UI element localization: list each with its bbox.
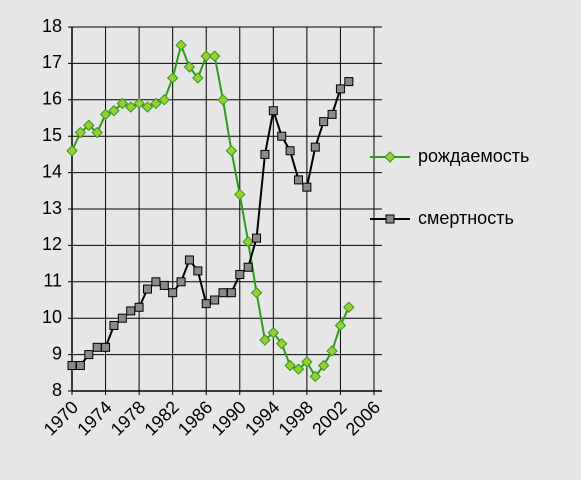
marker <box>276 337 288 350</box>
marker <box>259 334 271 346</box>
marker <box>74 126 87 139</box>
marker <box>133 97 145 110</box>
marker <box>141 101 154 113</box>
marker <box>108 105 120 117</box>
marker <box>208 50 221 62</box>
marker <box>217 94 229 106</box>
marker <box>319 117 329 127</box>
marker <box>309 370 321 383</box>
marker <box>334 319 347 332</box>
y-tick-label: 13 <box>42 198 62 218</box>
marker <box>344 77 354 87</box>
marker <box>116 97 129 110</box>
marker <box>91 126 103 139</box>
marker <box>83 119 95 131</box>
y-tick-label: 18 <box>42 16 62 36</box>
marker <box>143 284 152 294</box>
marker <box>327 109 337 119</box>
marker <box>109 320 119 330</box>
marker <box>225 145 238 157</box>
marker <box>193 266 203 276</box>
marker <box>134 302 144 312</box>
marker <box>159 280 169 290</box>
y-tick-label: 15 <box>42 125 62 145</box>
marker <box>284 359 296 372</box>
marker <box>285 146 295 156</box>
marker <box>84 350 94 360</box>
marker <box>150 97 162 110</box>
marker <box>66 145 78 157</box>
y-tick-label: 11 <box>43 271 62 291</box>
marker <box>301 356 313 368</box>
legend-label: рождаемость <box>418 146 529 166</box>
marker <box>99 108 112 121</box>
marker <box>226 288 236 298</box>
marker <box>260 149 270 159</box>
y-tick-label: 10 <box>42 307 62 327</box>
marker <box>267 327 280 339</box>
marker <box>151 277 161 287</box>
marker <box>117 313 127 323</box>
marker <box>385 214 395 224</box>
y-tick-label: 16 <box>42 89 62 109</box>
y-tick-label: 17 <box>42 52 62 72</box>
marker <box>234 188 246 201</box>
marker <box>126 306 136 316</box>
marker <box>384 151 396 163</box>
y-tick-label: 12 <box>42 234 62 254</box>
marker <box>252 233 262 243</box>
marker <box>302 182 312 192</box>
marker <box>343 301 355 313</box>
marker <box>242 236 254 248</box>
marker <box>67 361 77 371</box>
marker <box>292 363 305 375</box>
marker <box>166 72 179 84</box>
marker <box>294 175 303 185</box>
marker <box>92 342 102 352</box>
marker <box>184 255 194 265</box>
marker <box>250 287 263 299</box>
marker <box>277 131 287 141</box>
marker <box>235 270 245 280</box>
marker <box>168 288 178 298</box>
marker <box>158 94 170 106</box>
marker <box>317 359 330 372</box>
marker <box>210 295 220 305</box>
y-tick-label: 8 <box>52 380 62 400</box>
marker <box>183 61 196 73</box>
marker <box>310 142 320 152</box>
y-tick-label: 9 <box>52 343 62 363</box>
marker <box>335 84 345 94</box>
marker <box>268 106 278 116</box>
marker <box>101 342 111 352</box>
marker <box>176 277 186 287</box>
marker <box>200 50 212 62</box>
y-tick-label: 14 <box>42 161 62 181</box>
marker <box>201 299 211 309</box>
marker <box>218 288 228 298</box>
legend-label: смертность <box>418 208 514 228</box>
marker <box>175 39 187 51</box>
marker <box>326 345 338 357</box>
marker <box>75 361 85 371</box>
marker <box>125 101 137 113</box>
marker <box>192 72 204 84</box>
marker <box>243 262 253 272</box>
